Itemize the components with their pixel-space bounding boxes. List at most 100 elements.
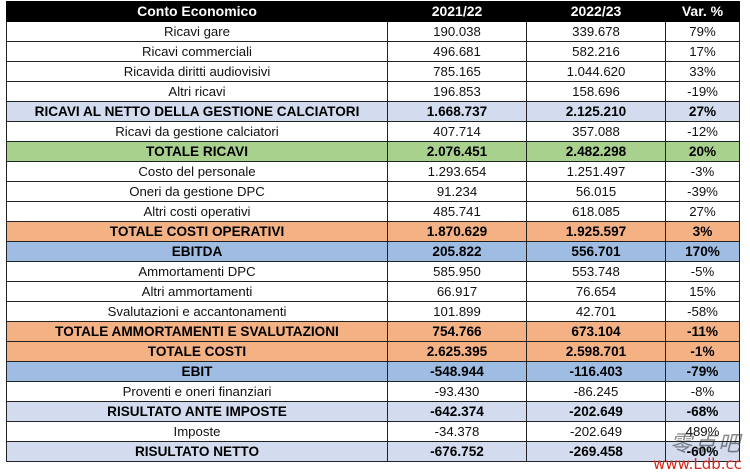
row-label: RISULTATO NETTO — [6, 441, 388, 462]
var-pct: -11% — [665, 321, 740, 342]
value-2022-23: 1.925.597 — [526, 221, 666, 242]
row-label: Ammortamenti DPC — [6, 261, 388, 282]
table-row: Oneri da gestione DPC 91.234 56.015 -39% — [6, 181, 740, 202]
row-label: TOTALE COSTI OPERATIVI — [6, 221, 388, 242]
row-label: Altri costi operativi — [6, 201, 388, 222]
table-body: Ricavi gare 190.038 339.678 79% Ricavi comme… — [6, 21, 740, 462]
var-pct: -12% — [665, 121, 740, 142]
value-2022-23: 582.216 — [526, 41, 666, 62]
header-year-2021-22: 2021/22 — [387, 1, 527, 22]
var-pct: 79% — [665, 21, 740, 42]
var-pct: -1% — [665, 341, 740, 362]
value-2021-22: 785.165 — [387, 61, 527, 82]
var-pct: -79% — [665, 361, 740, 382]
header-row: Conto Economico 2021/22 2022/23 Var. % — [6, 1, 740, 22]
income-statement-table: Conto Economico 2021/22 2022/23 Var. % R… — [6, 1, 740, 462]
value-2021-22: 190.038 — [387, 21, 527, 42]
var-pct: 489% — [665, 421, 740, 442]
var-pct: 15% — [665, 281, 740, 302]
var-pct: 17% — [665, 41, 740, 62]
value-2022-23: 1.044.620 — [526, 61, 666, 82]
row-label: Ricavi commerciali — [6, 41, 388, 62]
var-pct: -39% — [665, 181, 740, 202]
table-row: Altri ricavi 196.853 158.696 -19% — [6, 81, 740, 102]
value-2021-22: 1.668.737 — [387, 101, 527, 122]
value-2021-22: 1.293.654 — [387, 161, 527, 182]
row-label: Ricavi gare — [6, 21, 388, 42]
row-label: EBIT — [6, 361, 388, 382]
value-2022-23: 158.696 — [526, 81, 666, 102]
table-row: Ammortamenti DPC 585.950 553.748 -5% — [6, 261, 740, 282]
value-2021-22: -642.374 — [387, 401, 527, 422]
var-pct: 170% — [665, 241, 740, 262]
value-2022-23: 553.748 — [526, 261, 666, 282]
header-conto-economico: Conto Economico — [6, 1, 388, 22]
value-2021-22: 101.899 — [387, 301, 527, 322]
row-label: Ricavida diritti audiovisivi — [6, 61, 388, 82]
table-row: RISULTATO NETTO -676.752 -269.458 -60% — [6, 441, 740, 462]
table-row: Ricavi da gestione calciatori 407.714 357.… — [6, 121, 740, 142]
row-label: EBITDA — [6, 241, 388, 262]
value-2021-22: 91.234 — [387, 181, 527, 202]
table-row: Ricavida diritti audiovisivi 785.165 1.044… — [6, 61, 740, 82]
table-row: RICAVI AL NETTO DELLA GESTIONE CALCIATOR… — [6, 101, 740, 122]
table-row: Ricavi gare 190.038 339.678 79% — [6, 21, 740, 42]
value-2021-22: -676.752 — [387, 441, 527, 462]
value-2022-23: 673.104 — [526, 321, 666, 342]
row-label: Altri ricavi — [6, 81, 388, 102]
value-2022-23: 56.015 — [526, 181, 666, 202]
row-label: Altri ammortamenti — [6, 281, 388, 302]
value-2022-23: 339.678 — [526, 21, 666, 42]
value-2021-22: -34.378 — [387, 421, 527, 442]
value-2022-23: -202.649 — [526, 401, 666, 422]
table-row: Costo del personale 1.293.654 1.251.497 -3% — [6, 161, 740, 182]
table-row: TOTALE COSTI OPERATIVI 1.870.629 1.925.597… — [6, 221, 740, 242]
var-pct: -3% — [665, 161, 740, 182]
value-2021-22: 1.870.629 — [387, 221, 527, 242]
table-row: Svalutazioni e accantonamenti 101.899 42.7… — [6, 301, 740, 322]
value-2022-23: 2.598.701 — [526, 341, 666, 362]
value-2021-22: -548.944 — [387, 361, 527, 382]
value-2022-23: 556.701 — [526, 241, 666, 262]
value-2021-22: 2.076.451 — [387, 141, 527, 162]
header-var-pct: Var. % — [665, 1, 740, 22]
value-2021-22: 2.625.395 — [387, 341, 527, 362]
table-row: RISULTATO ANTE IMPOSTE -642.374 -202.649 -6… — [6, 401, 740, 422]
value-2022-23: -202.649 — [526, 421, 666, 442]
table-row: EBITDA 205.822 556.701 170% — [6, 241, 740, 262]
var-pct: 33% — [665, 61, 740, 82]
table-row: Altri ammortamenti 66.917 76.654 15% — [6, 281, 740, 302]
table-row: Imposte -34.378 -202.649 489% — [6, 421, 740, 442]
value-2021-22: 407.714 — [387, 121, 527, 142]
row-label: TOTALE COSTI — [6, 341, 388, 362]
value-2022-23: 1.251.497 — [526, 161, 666, 182]
table-row: TOTALE RICAVI 2.076.451 2.482.298 20% — [6, 141, 740, 162]
value-2021-22: 496.681 — [387, 41, 527, 62]
value-2022-23: -269.458 — [526, 441, 666, 462]
income-statement-sheet: Conto Economico 2021/22 2022/23 Var. % R… — [6, 1, 740, 462]
table-row: TOTALE COSTI 2.625.395 2.598.701 -1% — [6, 341, 740, 362]
value-2022-23: 42.701 — [526, 301, 666, 322]
value-2021-22: 754.766 — [387, 321, 527, 342]
row-label: RISULTATO ANTE IMPOSTE — [6, 401, 388, 422]
table-row: Altri costi operativi 485.741 618.085 27% — [6, 201, 740, 222]
row-label: RICAVI AL NETTO DELLA GESTIONE CALCIATOR… — [6, 101, 388, 122]
row-label: Oneri da gestione DPC — [6, 181, 388, 202]
table-row: Ricavi commerciali 496.681 582.216 17% — [6, 41, 740, 62]
var-pct: -8% — [665, 381, 740, 402]
row-label: Costo del personale — [6, 161, 388, 182]
value-2022-23: 357.088 — [526, 121, 666, 142]
value-2021-22: 585.950 — [387, 261, 527, 282]
value-2021-22: 196.853 — [387, 81, 527, 102]
value-2022-23: 618.085 — [526, 201, 666, 222]
var-pct: -68% — [665, 401, 740, 422]
table-row: TOTALE AMMORTAMENTI E SVALUTAZIONI 754.76… — [6, 321, 740, 342]
var-pct: 27% — [665, 101, 740, 122]
value-2021-22: 66.917 — [387, 281, 527, 302]
value-2021-22: -93.430 — [387, 381, 527, 402]
value-2022-23: -116.403 — [526, 361, 666, 382]
value-2021-22: 205.822 — [387, 241, 527, 262]
row-label: TOTALE AMMORTAMENTI E SVALUTAZIONI — [6, 321, 388, 342]
header-year-2022-23: 2022/23 — [526, 1, 666, 22]
var-pct: 20% — [665, 141, 740, 162]
